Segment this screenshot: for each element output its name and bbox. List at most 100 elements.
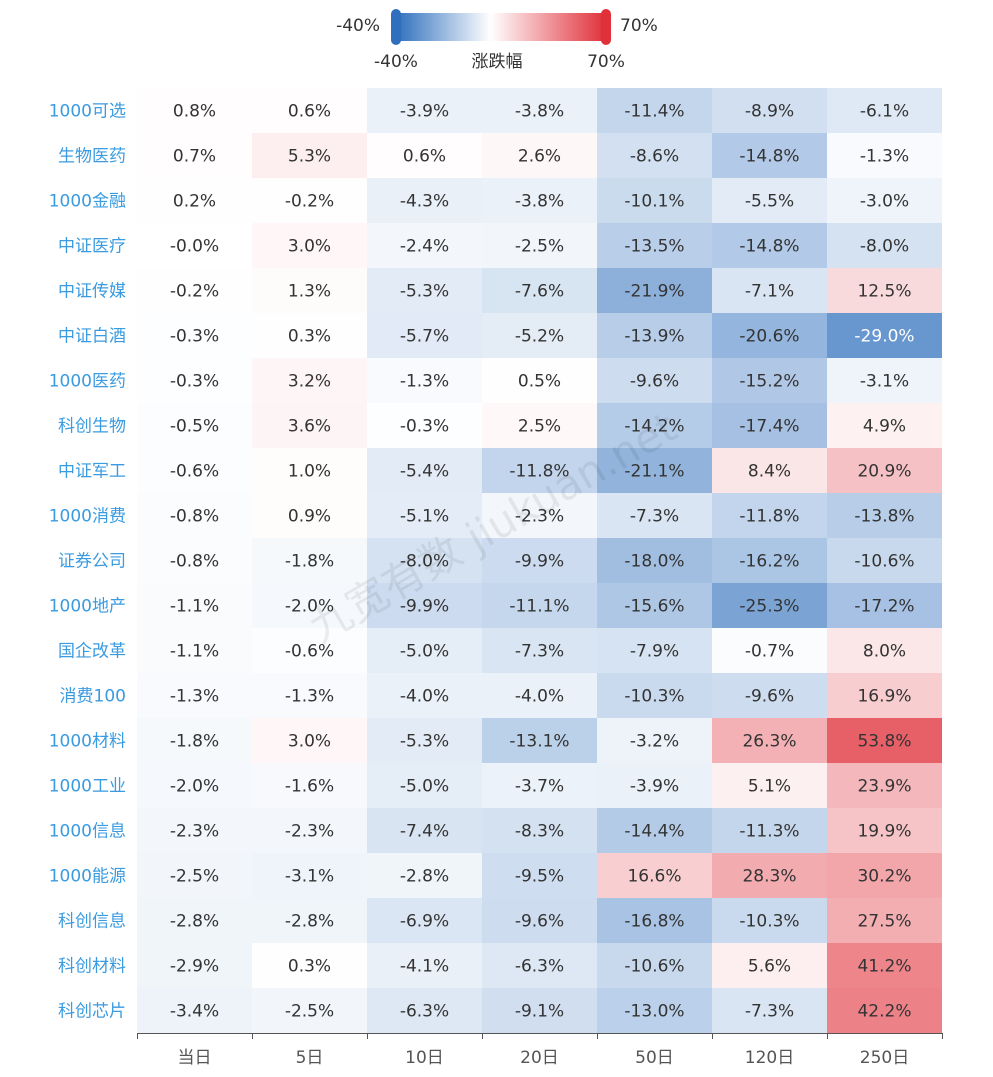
heatmap-cell — [827, 718, 942, 763]
cell-value-label: -7.9% — [630, 642, 679, 662]
heatmap-cell — [827, 403, 942, 448]
heatmap-cell — [252, 223, 367, 268]
cell-value-label: -7.3% — [630, 507, 679, 527]
cell-value-label: -2.0% — [285, 597, 334, 617]
cell-value-label: 0.5% — [518, 372, 561, 392]
cell-value-label: -17.2% — [854, 597, 914, 617]
visual-map-max-handle[interactable] — [601, 9, 611, 45]
heatmap-cell — [712, 178, 827, 223]
heatmap-cell — [137, 808, 252, 853]
heatmap-cell — [712, 763, 827, 808]
cell-value-label: 5.3% — [288, 147, 331, 167]
heatmap-cell — [252, 763, 367, 808]
cell-value-label: -7.4% — [400, 822, 449, 842]
heatmap-cell — [367, 313, 482, 358]
cell-value-label: -8.9% — [745, 102, 794, 122]
cell-value-label: -15.2% — [739, 372, 799, 392]
heatmap-cell — [137, 673, 252, 718]
heatmap-cell — [482, 223, 597, 268]
heatmap-cell — [712, 583, 827, 628]
heatmap-cell — [482, 583, 597, 628]
visual-map-title: 涨跌幅 — [472, 52, 523, 72]
cell-value-label: 5.6% — [748, 957, 791, 977]
cell-value-label: -11.3% — [739, 822, 799, 842]
heatmap-cell — [367, 763, 482, 808]
heatmap-cell — [712, 448, 827, 493]
cell-value-label: 19.9% — [857, 822, 911, 842]
heatmap-cell — [827, 853, 942, 898]
heatmap-cell — [137, 403, 252, 448]
heatmap-cell — [597, 763, 712, 808]
heatmap-cell — [137, 988, 252, 1033]
y-axis-label: 中证传媒 — [58, 282, 126, 302]
heatmap-cell — [597, 718, 712, 763]
heatmap-cell — [712, 358, 827, 403]
cell-value-label: -9.6% — [745, 687, 794, 707]
cell-value-label: 0.8% — [173, 102, 216, 122]
heatmap-cell — [482, 673, 597, 718]
cell-value-label: -8.0% — [860, 237, 909, 257]
visual-map-top-max-label: 70% — [620, 16, 658, 36]
heatmap-cell — [367, 538, 482, 583]
heatmap-cell — [482, 403, 597, 448]
heatmap-cell — [137, 223, 252, 268]
heatmap-cell — [137, 448, 252, 493]
cell-value-label: -1.3% — [400, 372, 449, 392]
heatmap-cell — [252, 268, 367, 313]
visual-map-min-handle[interactable] — [391, 9, 401, 45]
heatmap-cell — [597, 538, 712, 583]
heatmap-cell — [712, 898, 827, 943]
cell-value-label: 8.4% — [748, 462, 791, 482]
cell-value-label: -2.5% — [170, 867, 219, 887]
cell-value-label: -14.2% — [624, 417, 684, 437]
heatmap-cell — [597, 628, 712, 673]
heatmap-cell — [137, 853, 252, 898]
heatmap-cell — [367, 133, 482, 178]
cell-value-label: -3.7% — [515, 777, 564, 797]
heatmap-cell — [597, 403, 712, 448]
cell-value-label: -16.8% — [624, 912, 684, 932]
heatmap-cell — [137, 628, 252, 673]
x-axis-label: 当日 — [178, 1048, 212, 1068]
heatmap-cell — [482, 718, 597, 763]
heatmap-cell — [597, 853, 712, 898]
cell-value-label: -5.3% — [400, 282, 449, 302]
heatmap-cell — [367, 673, 482, 718]
heatmap-cell — [597, 493, 712, 538]
heatmap-cell — [597, 448, 712, 493]
cell-value-label: 12.5% — [857, 282, 911, 302]
cell-value-label: -9.5% — [515, 867, 564, 887]
heatmap-cell — [712, 673, 827, 718]
heatmap-cell — [137, 178, 252, 223]
cell-value-label: -1.8% — [170, 732, 219, 752]
visual-map-bottom-max-label: 70% — [587, 52, 625, 72]
y-axis-label: 科创芯片 — [58, 1002, 126, 1022]
cell-value-label: 1.0% — [288, 462, 331, 482]
visual-map-gradient-bar — [396, 13, 606, 41]
cell-value-label: -0.3% — [170, 372, 219, 392]
cell-value-label: 16.6% — [627, 867, 681, 887]
heatmap-cell — [712, 403, 827, 448]
cell-value-label: -20.6% — [739, 327, 799, 347]
cell-value-label: -11.4% — [624, 102, 684, 122]
heatmap-cell — [712, 538, 827, 583]
x-axis-label: 10日 — [405, 1048, 444, 1068]
cell-value-label: -9.1% — [515, 1002, 564, 1022]
heatmap-cell — [252, 88, 367, 133]
y-axis-label: 1000医药 — [49, 372, 126, 392]
cell-value-label: -5.5% — [745, 192, 794, 212]
cell-value-label: -0.6% — [170, 462, 219, 482]
heatmap-cell — [482, 448, 597, 493]
heatmap-cell — [482, 268, 597, 313]
heatmap-cell — [712, 313, 827, 358]
cell-value-label: -25.3% — [739, 597, 799, 617]
cell-value-label: 8.0% — [863, 642, 906, 662]
cell-value-label: -2.8% — [170, 912, 219, 932]
heatmap-cell — [137, 358, 252, 403]
heatmap-cell — [712, 493, 827, 538]
heatmap-cell — [597, 583, 712, 628]
heatmap-cell — [482, 628, 597, 673]
heatmap-cell — [597, 88, 712, 133]
heatmap-cell — [252, 808, 367, 853]
